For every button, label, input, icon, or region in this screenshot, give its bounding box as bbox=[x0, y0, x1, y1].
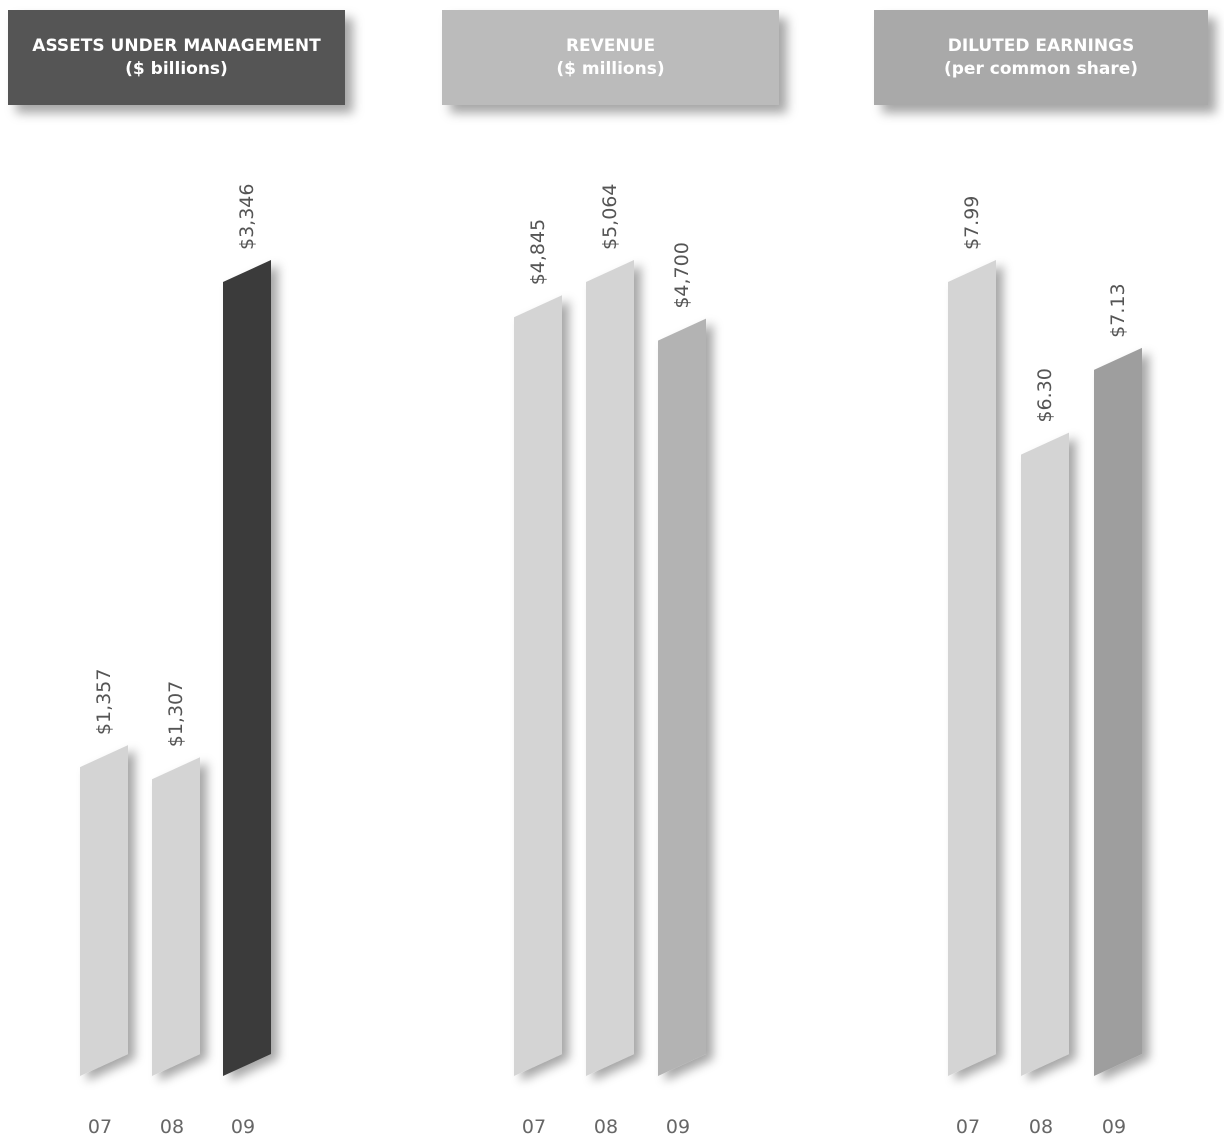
bar-07 bbox=[80, 745, 128, 1076]
x-tick-label-07: 07 bbox=[956, 1116, 980, 1137]
chart-title-box: DILUTED EARNINGS (per common share) bbox=[874, 10, 1208, 105]
chart-svg-assets: $1,357 07 $1,307 08 $3,346 09 bbox=[80, 184, 271, 1137]
x-tick-label-08: 08 bbox=[160, 1116, 184, 1137]
bar-08 bbox=[586, 260, 634, 1076]
x-tick-label-08: 08 bbox=[1029, 1116, 1053, 1137]
data-label-09: $4,700 bbox=[671, 242, 693, 308]
data-label-08: $6.30 bbox=[1034, 368, 1056, 422]
chart-title: ASSETS UNDER MANAGEMENT bbox=[32, 35, 321, 56]
x-tick-label-07: 07 bbox=[522, 1116, 546, 1137]
bar-08 bbox=[152, 757, 200, 1076]
x-tick-label-08: 08 bbox=[594, 1116, 618, 1137]
chart-panel-revenue: REVENUE ($ millions) $4,845 07 $5,064 08 $4,… bbox=[408, 0, 816, 1137]
chart-title-box: REVENUE ($ millions) bbox=[442, 10, 779, 105]
x-tick-label-09: 09 bbox=[231, 1116, 255, 1137]
bar-08 bbox=[1021, 432, 1069, 1077]
bar-07 bbox=[514, 295, 562, 1077]
chart-subtitle: ($ billions) bbox=[125, 58, 228, 79]
data-label-07: $7.99 bbox=[961, 196, 983, 250]
chart-panel-assets: ASSETS UNDER MANAGEMENT ($ billions) $1,… bbox=[0, 0, 408, 1137]
chart-panel-earnings: DILUTED EARNINGS (per common share) $7.9… bbox=[816, 0, 1224, 1137]
data-label-07: $1,357 bbox=[93, 669, 115, 735]
bar-09 bbox=[1094, 347, 1142, 1076]
data-label-08: $1,307 bbox=[165, 681, 187, 747]
data-label-07: $4,845 bbox=[527, 219, 549, 285]
data-label-09: $7.13 bbox=[1107, 283, 1129, 337]
chart-title: DILUTED EARNINGS bbox=[947, 35, 1135, 56]
chart-subtitle: (per common share) bbox=[943, 58, 1139, 79]
x-tick-label-09: 09 bbox=[1102, 1116, 1126, 1137]
data-label-09: $3,346 bbox=[236, 184, 258, 250]
bar-07 bbox=[948, 260, 996, 1076]
bar-09 bbox=[658, 318, 706, 1076]
bar-09 bbox=[223, 260, 271, 1076]
x-tick-label-07: 07 bbox=[88, 1116, 112, 1137]
chart-svg-revenue: $4,845 07 $5,064 08 $4,700 09 bbox=[514, 184, 706, 1137]
chart-svg-earnings: $7.99 07 $6.30 08 $7.13 09 bbox=[948, 196, 1142, 1137]
x-tick-label-09: 09 bbox=[666, 1116, 690, 1137]
chart-subtitle: ($ millions) bbox=[556, 58, 665, 79]
chart-title-box: ASSETS UNDER MANAGEMENT ($ billions) bbox=[8, 10, 345, 105]
chart-title: REVENUE bbox=[565, 35, 656, 56]
data-label-08: $5,064 bbox=[599, 184, 621, 250]
